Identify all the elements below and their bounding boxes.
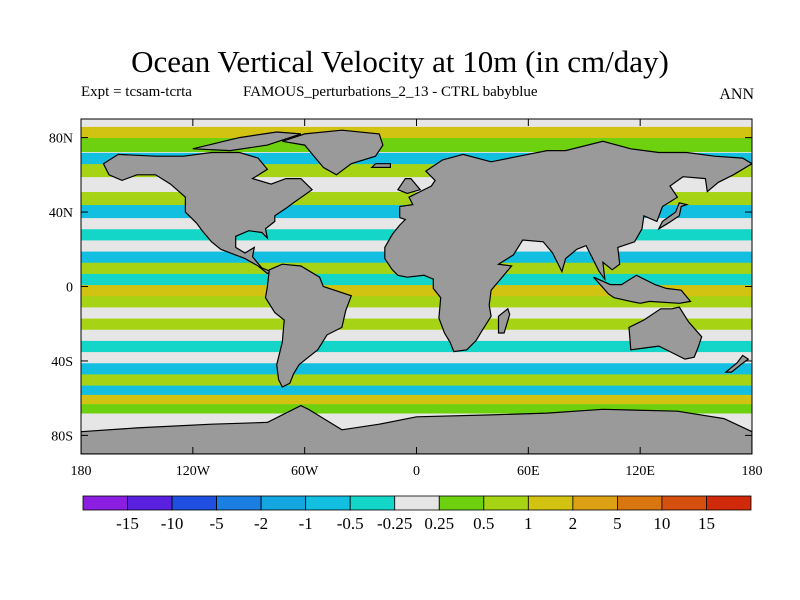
x-tick-label: 120W [176,464,211,479]
y-tick-label: 0 [66,281,73,296]
colorbar-swatch [527,495,574,511]
colorbar-label: -0.5 [337,514,364,533]
ocean-band [81,273,752,288]
experiment-label: Expt = tcsam-tcrta [81,84,192,100]
colorbar-label: -10 [161,514,184,533]
colorbar-swatch [661,495,707,511]
ocean-band [81,307,752,322]
land-north-america [102,151,314,275]
colorbar-swatch [438,495,485,511]
land-madagascar [497,307,511,334]
x-tick-label: 60E [517,464,540,479]
land-british-isles [396,178,422,195]
colorbar-label: 0.5 [473,514,494,533]
y-tick-label: 40N [49,206,73,221]
land-australia [628,306,703,360]
colorbar-label: 2 [569,514,578,533]
colorbar-swatch [171,495,218,511]
ocean-band [81,318,752,333]
x-tick-label: 120E [625,464,655,479]
land-south-america [264,263,353,388]
colorbar-swatch [260,495,307,511]
land-arctic-islands [192,131,302,152]
ocean-band [81,363,752,378]
ocean-band [81,296,752,311]
land-indonesia [593,274,692,304]
colorbar-label: -1 [299,514,313,533]
land-iceland [370,163,391,168]
colorbar-label: 1 [524,514,533,533]
colorbar-swatch [349,495,396,511]
ocean-band [81,329,752,344]
y-axis: 80N 40N 0 40S 80S [49,132,752,444]
colorbar-swatch [305,495,351,511]
colorbar-label: -15 [116,514,139,533]
x-tick-label: 180 [742,464,763,479]
land-greenland [282,129,384,176]
colorbar-label: -5 [210,514,224,533]
y-tick-label: 40S [51,355,73,370]
colorbar-swatch [127,495,173,511]
x-tick-label: 180 [71,464,92,479]
colorbar-swatch [483,495,529,511]
land-antarctica [81,404,752,454]
colorbar-swatch [82,495,128,511]
y-tick-label: 80N [49,132,73,147]
x-axis: 180 120W 60W 0 60E 120E 180 [71,119,763,479]
colorbar-label: 5 [613,514,622,533]
season-label: ANN [719,86,754,103]
y-tick-label: 80S [51,429,73,444]
land-masses [81,129,752,454]
land-japan [657,202,689,231]
ocean-band [81,352,752,367]
colorbar-swatch [706,495,752,511]
colorbar-swatch [572,495,618,511]
colorbar-swatch [617,495,663,511]
colorbar-label: -2 [254,514,268,533]
ocean-band [81,285,752,300]
colorbar-swatch [394,495,440,511]
land-africa-eurasia [384,140,752,353]
ocean-band [81,374,752,389]
ocean-band [81,138,752,153]
x-tick-label: 60W [291,464,319,479]
x-tick-label: 0 [413,464,420,479]
colorbar-label: 10 [653,514,670,533]
colorbar-label: 0.25 [424,514,454,533]
colorbar-label: 15 [698,514,715,533]
experiment-description: FAMOUS_perturbations_2_13 - CTRL babyblu… [243,84,538,100]
colorbar-swatch [216,495,262,511]
land-new-zealand [724,354,750,373]
colorbar: -15 -10 -5 -2 -1 -0.5 -0.25 0.25 0.5 1 2 5 10 15 [82,495,752,533]
ocean-band [81,340,752,355]
colorbar-label: -0.25 [377,514,412,533]
chart-title: Ocean Vertical Velocity at 10m (in cm/da… [131,44,669,79]
